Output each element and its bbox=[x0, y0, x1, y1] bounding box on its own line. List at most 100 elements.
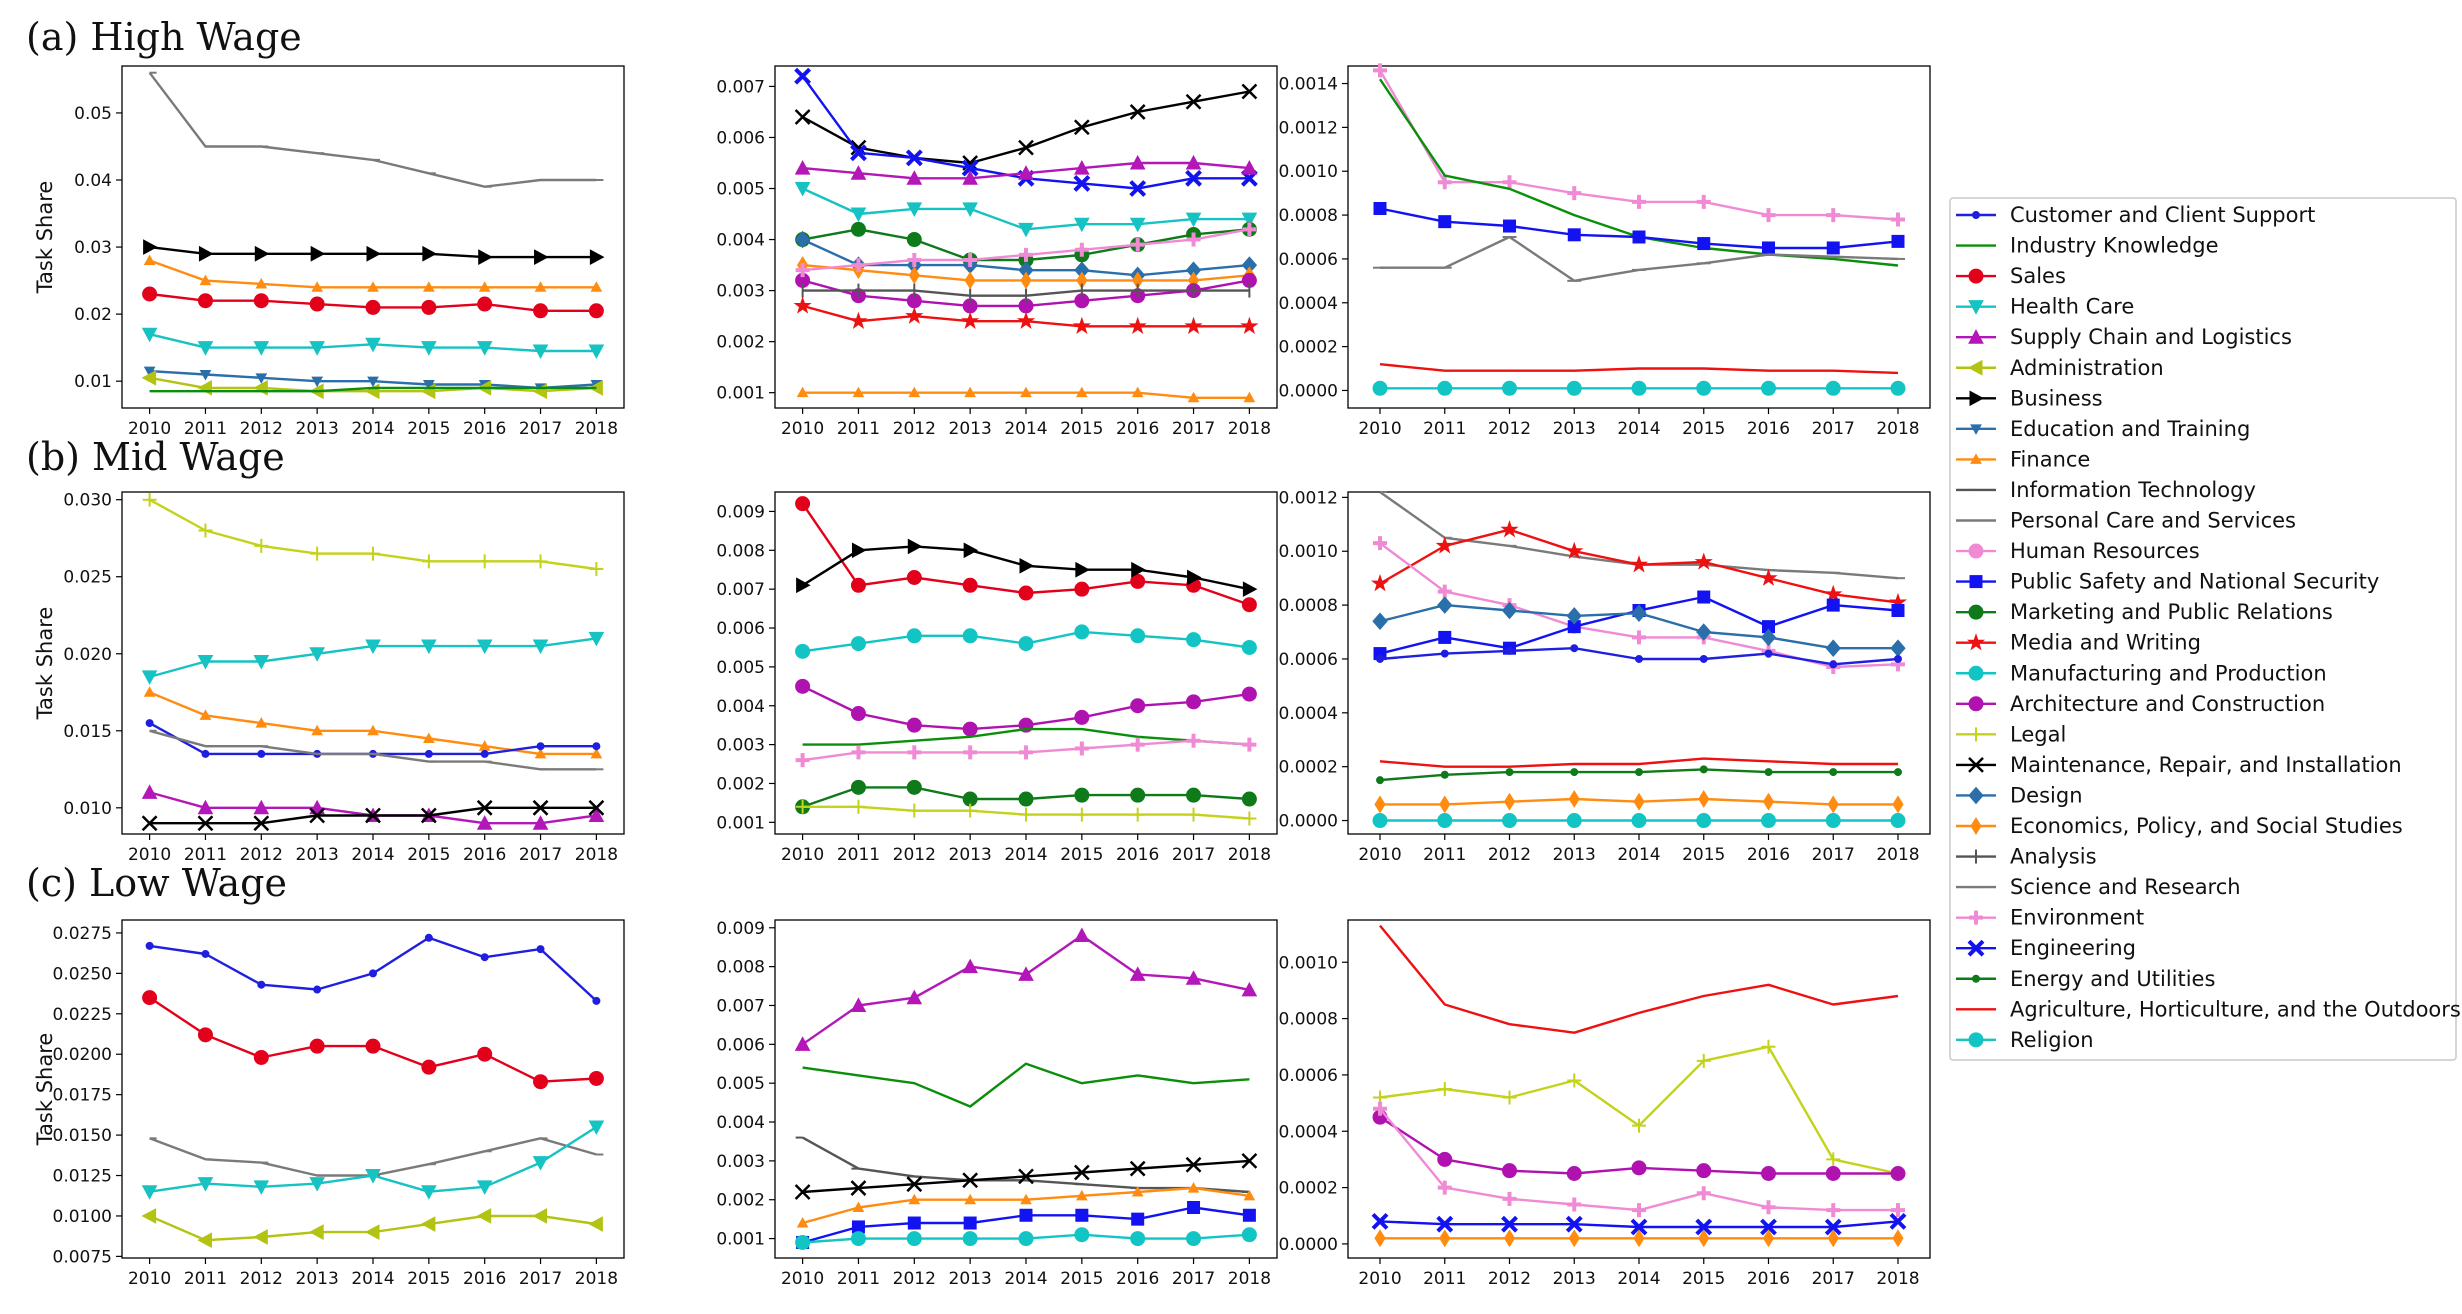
x-tick-label: 2011 bbox=[837, 419, 880, 439]
data-point bbox=[907, 745, 922, 760]
data-point bbox=[1186, 787, 1202, 803]
legend-item: Energy and Utilities bbox=[1956, 967, 2215, 991]
x-tick-label: 2012 bbox=[1488, 845, 1531, 865]
data-point bbox=[1502, 380, 1518, 396]
data-point bbox=[795, 799, 810, 814]
data-point bbox=[906, 170, 923, 185]
data-point bbox=[1760, 628, 1777, 647]
data-point bbox=[532, 344, 549, 360]
data-point bbox=[907, 252, 922, 267]
data-point bbox=[1566, 813, 1582, 829]
data-point bbox=[1242, 737, 1257, 752]
data-point bbox=[850, 207, 867, 223]
data-point bbox=[588, 1070, 604, 1086]
data-point bbox=[198, 523, 213, 538]
data-point bbox=[476, 341, 493, 356]
data-point bbox=[1185, 154, 1202, 170]
data-point bbox=[1018, 585, 1034, 601]
data-point bbox=[257, 980, 266, 989]
x-tick-label: 2012 bbox=[240, 845, 283, 865]
y-tick-label: 0.0002 bbox=[1279, 338, 1338, 358]
x-tick-label: 2013 bbox=[296, 1269, 339, 1289]
legend-item: Finance bbox=[1956, 447, 2090, 471]
data-point bbox=[197, 799, 214, 815]
data-point bbox=[1565, 541, 1584, 559]
data-point bbox=[309, 341, 325, 356]
x-tick-label: 2017 bbox=[1172, 845, 1215, 865]
data-point bbox=[309, 807, 326, 824]
data-point bbox=[908, 1193, 921, 1205]
data-point bbox=[906, 989, 923, 1005]
data-point bbox=[1826, 241, 1840, 255]
data-point bbox=[365, 1169, 381, 1184]
data-point bbox=[850, 706, 866, 722]
data-point bbox=[1503, 1229, 1516, 1248]
data-point bbox=[1567, 1073, 1582, 1088]
data-point bbox=[1890, 380, 1906, 396]
data-point bbox=[852, 386, 865, 398]
data-point bbox=[536, 742, 545, 751]
data-point bbox=[1502, 1163, 1518, 1179]
data-point bbox=[532, 639, 549, 655]
data-point bbox=[1241, 212, 1258, 228]
x-tick-label: 2014 bbox=[1617, 845, 1660, 865]
data-point bbox=[794, 160, 811, 175]
data-point bbox=[1242, 581, 1258, 597]
data-point bbox=[592, 996, 601, 1005]
data-point bbox=[1131, 1185, 1144, 1197]
x-tick-label: 2010 bbox=[128, 419, 171, 439]
data-point bbox=[962, 1172, 979, 1189]
data-point bbox=[908, 266, 920, 285]
data-point bbox=[588, 631, 605, 647]
x-tick-label: 2015 bbox=[1682, 845, 1725, 865]
data-point bbox=[1893, 654, 1902, 663]
data-point bbox=[1130, 1231, 1146, 1247]
y-tick-label: 0.01 bbox=[74, 372, 112, 392]
legend-box bbox=[1949, 197, 2457, 1061]
data-point bbox=[1825, 813, 1841, 829]
data-point bbox=[253, 1229, 268, 1245]
data-point bbox=[253, 815, 270, 832]
data-point bbox=[1129, 1160, 1146, 1177]
data-point bbox=[478, 281, 491, 292]
x-tick-label: 2016 bbox=[1747, 419, 1790, 439]
data-point bbox=[1635, 768, 1643, 777]
data-point bbox=[906, 202, 923, 217]
data-point bbox=[588, 303, 604, 319]
data-point bbox=[1243, 1189, 1256, 1201]
data-point bbox=[1186, 632, 1202, 648]
x-tick-label: 2011 bbox=[184, 1269, 227, 1289]
data-point bbox=[1635, 654, 1643, 663]
y-tick-label: 0.004 bbox=[716, 1113, 765, 1133]
x-tick-label: 2017 bbox=[519, 419, 562, 439]
data-point bbox=[1187, 1182, 1200, 1193]
legend-marker bbox=[1968, 329, 1984, 344]
data-point bbox=[533, 554, 548, 569]
data-point bbox=[795, 263, 810, 278]
legend-marker bbox=[1968, 757, 1984, 773]
data-point bbox=[1565, 1215, 1583, 1233]
y-tick-label: 0.015 bbox=[63, 722, 112, 742]
data-point bbox=[421, 299, 437, 315]
data-point bbox=[1131, 561, 1146, 578]
data-point bbox=[1829, 768, 1838, 777]
x-tick-label: 2011 bbox=[837, 845, 880, 865]
legend-marker bbox=[1968, 300, 1984, 315]
data-point bbox=[906, 717, 922, 733]
data-point bbox=[1018, 1168, 1034, 1185]
data-point bbox=[794, 1184, 811, 1200]
x-tick-label: 2016 bbox=[463, 845, 506, 865]
data-point bbox=[1374, 1229, 1386, 1248]
data-point bbox=[1074, 581, 1090, 597]
data-point bbox=[1019, 247, 1033, 262]
x-tick-label: 2013 bbox=[949, 845, 992, 865]
data-point bbox=[1243, 391, 1256, 403]
x-tick-label: 2010 bbox=[1358, 845, 1401, 865]
data-point bbox=[1130, 573, 1146, 589]
data-point bbox=[253, 654, 270, 670]
legend-item: Environment bbox=[1956, 906, 2144, 930]
data-point bbox=[1632, 1203, 1646, 1218]
x-tick-label: 2013 bbox=[296, 845, 339, 865]
data-point bbox=[1075, 386, 1088, 398]
y-tick-label: 0.008 bbox=[716, 958, 765, 978]
